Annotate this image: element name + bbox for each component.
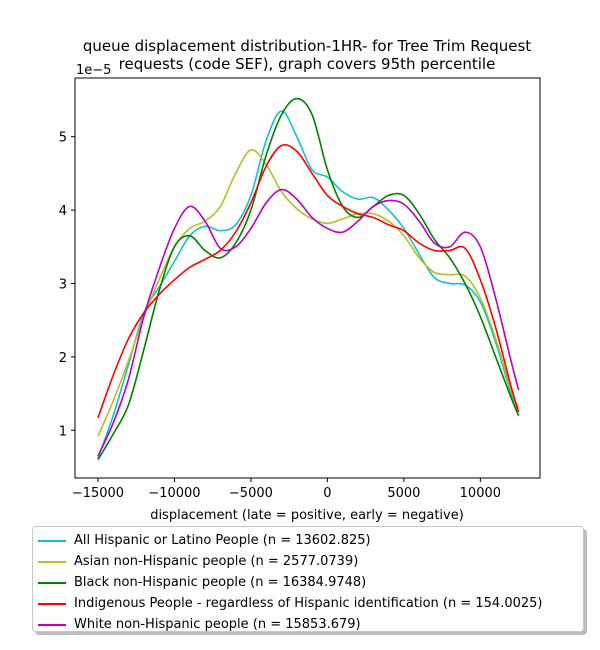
legend-label: Asian non-Hispanic people (n = 2577.0739… bbox=[74, 554, 359, 569]
x-tick-label: 5000 bbox=[387, 486, 420, 501]
legend-swatch bbox=[38, 623, 66, 626]
legend-swatch bbox=[38, 581, 66, 584]
legend-item: All Hispanic or Latino People (n = 13602… bbox=[38, 530, 583, 551]
legend-swatch bbox=[38, 602, 66, 605]
series-line-0 bbox=[97, 110, 520, 459]
x-tick-label: −10000 bbox=[148, 486, 200, 501]
y-tick-label: 5 bbox=[59, 131, 67, 146]
legend-label: Indigenous People - regardless of Hispan… bbox=[74, 596, 543, 611]
legend-item: Black non-Hispanic people (n = 16384.974… bbox=[38, 572, 583, 593]
x-axis-label: displacement (late = positive, early = n… bbox=[150, 508, 464, 523]
x-tick-label: 10000 bbox=[460, 486, 501, 501]
chart-title: queue displacement distribution-1HR- for… bbox=[83, 37, 531, 73]
legend-item: White non-Hispanic people (n = 15853.679… bbox=[38, 614, 583, 635]
legend-item: Indigenous People - regardless of Hispan… bbox=[38, 593, 583, 614]
x-tick-label: −5000 bbox=[229, 486, 273, 501]
series-line-3 bbox=[97, 143, 520, 419]
series-line-4 bbox=[97, 188, 520, 457]
y-tick-label: 4 bbox=[59, 204, 67, 219]
axis-ticks: −15000 −10000 −5000 0 5000 10000 1 2 3 4 5 bbox=[59, 131, 501, 501]
plot-lines bbox=[97, 97, 520, 461]
y-tick-label: 1 bbox=[59, 424, 67, 439]
legend: All Hispanic or Latino People (n = 13602… bbox=[32, 526, 584, 632]
x-tick-label: 0 bbox=[323, 486, 331, 501]
legend-label: Black non-Hispanic people (n = 16384.974… bbox=[74, 575, 367, 590]
chart-title-line: queue displacement distribution-1HR- for… bbox=[83, 37, 531, 55]
y-tick-label: 3 bbox=[59, 278, 67, 293]
series-line-2 bbox=[97, 97, 520, 461]
y-tick-label: 2 bbox=[59, 351, 67, 366]
legend-swatch bbox=[38, 560, 66, 563]
legend-item: Asian non-Hispanic people (n = 2577.0739… bbox=[38, 551, 583, 572]
y-offset-label: 1e−5 bbox=[76, 63, 111, 78]
legend-label: White non-Hispanic people (n = 15853.679… bbox=[74, 617, 361, 632]
legend-label: All Hispanic or Latino People (n = 13602… bbox=[74, 533, 371, 548]
legend-swatch bbox=[38, 539, 66, 542]
x-tick-label: −15000 bbox=[72, 486, 124, 501]
chart-title-line: requests (code SEF), graph covers 95th p… bbox=[119, 55, 496, 73]
plot-area-frame bbox=[74, 77, 541, 479]
